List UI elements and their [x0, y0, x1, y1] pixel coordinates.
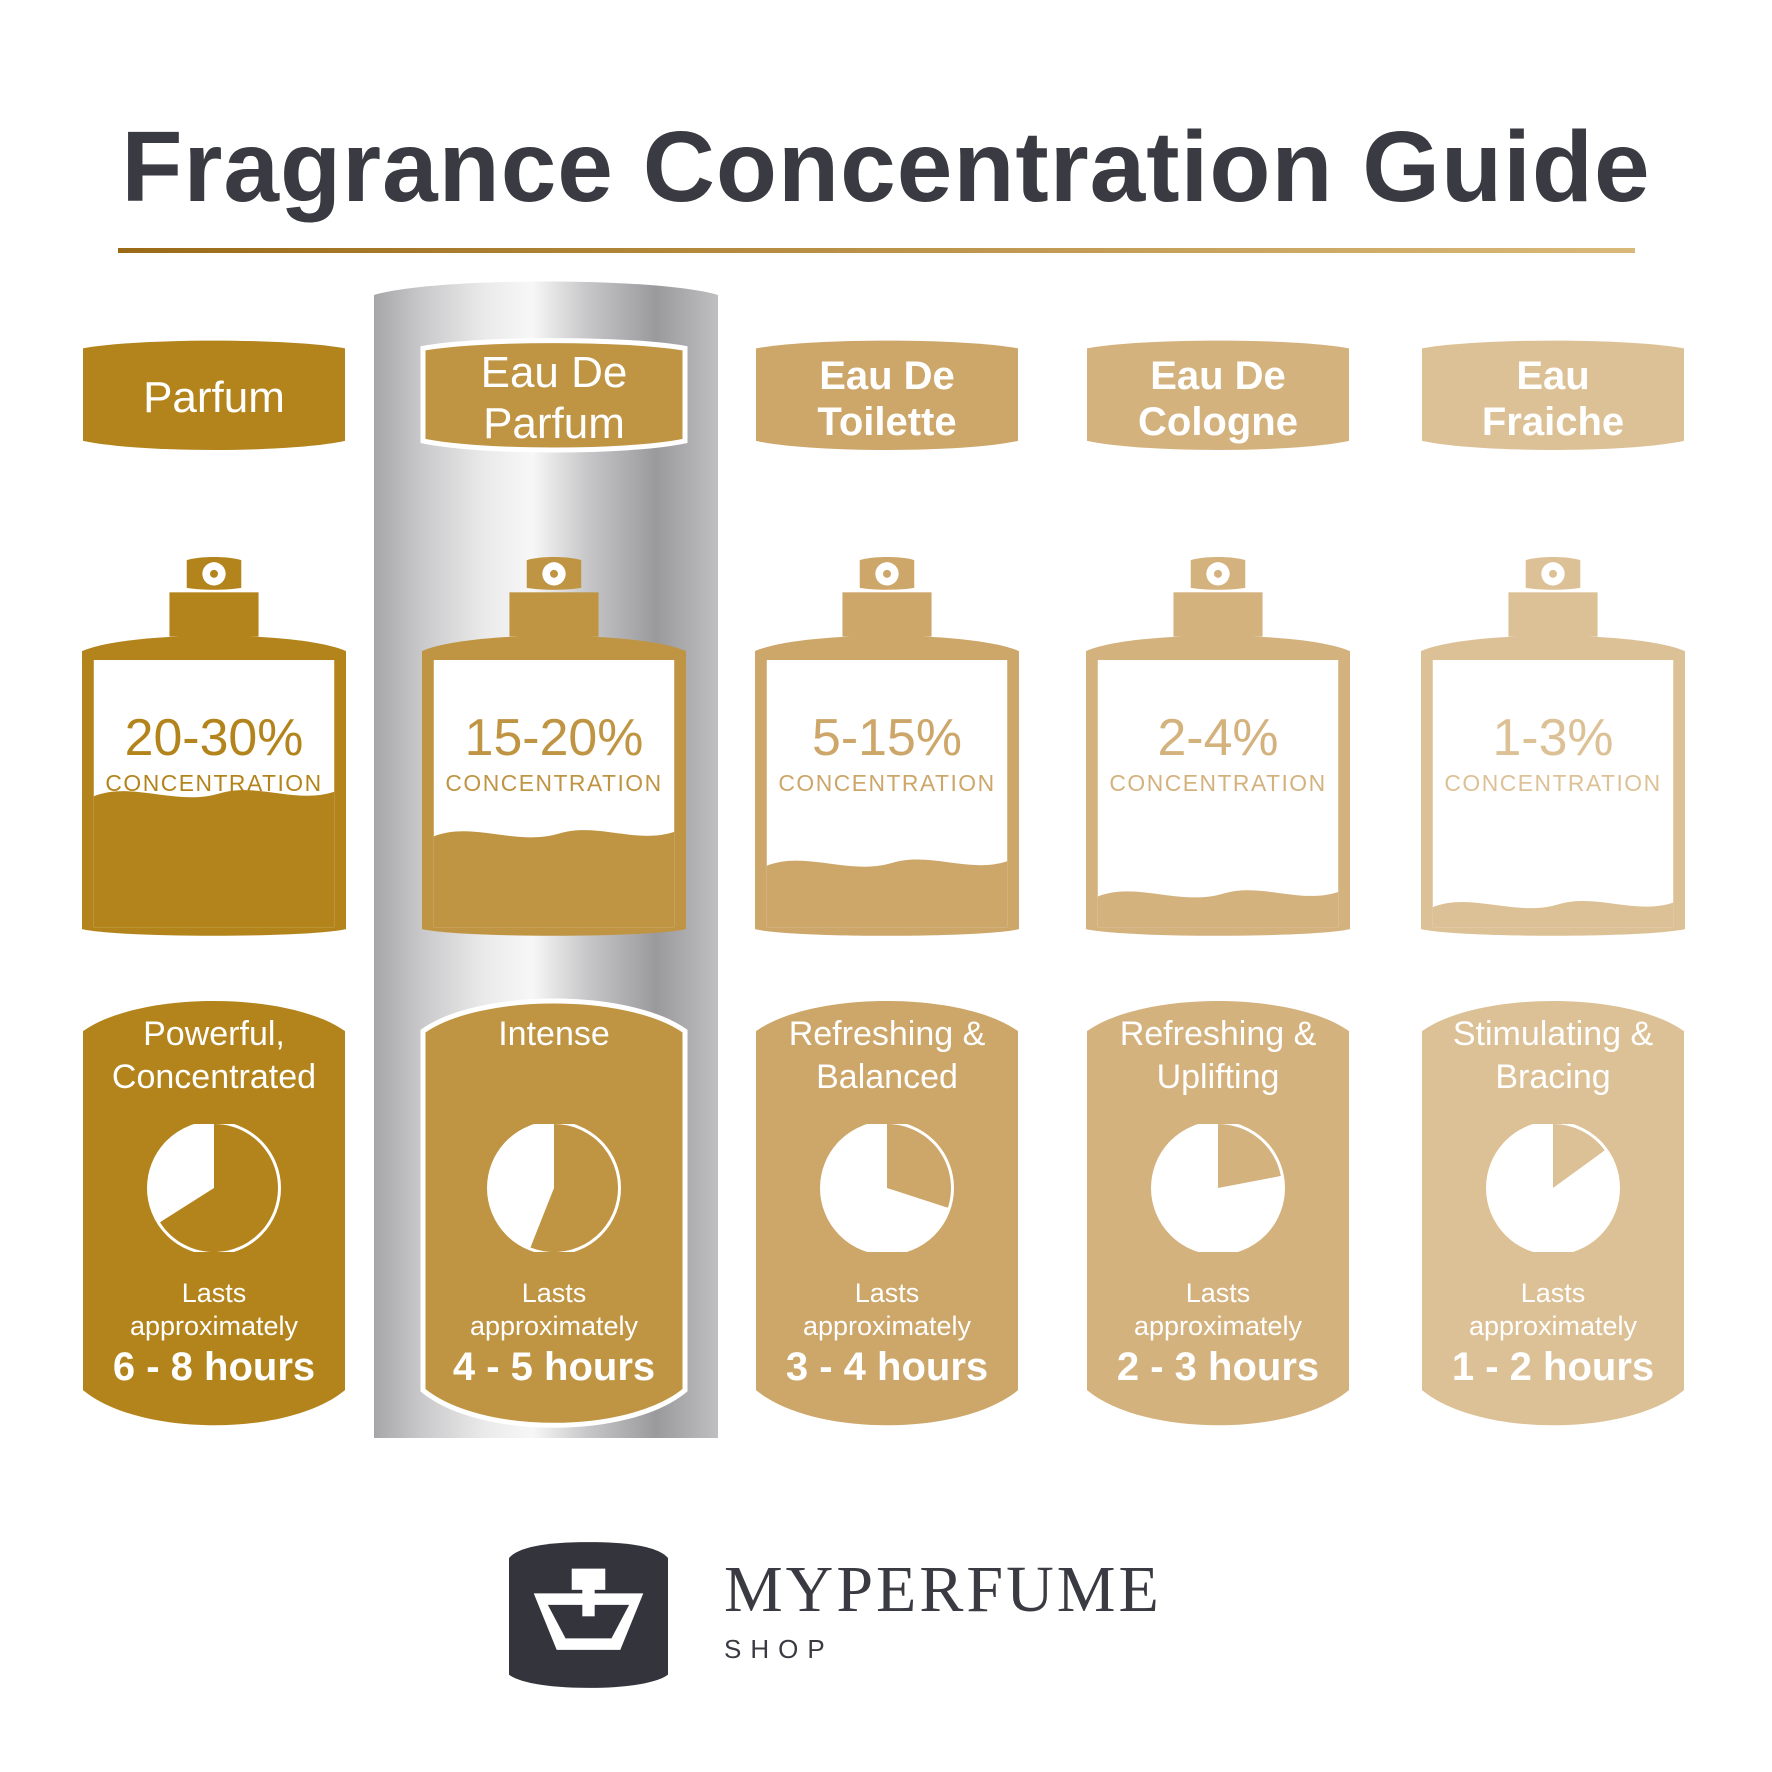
svg-text:CONCENTRATION: CONCENTRATION: [1109, 770, 1326, 796]
svg-text:15-20%: 15-20%: [465, 708, 644, 766]
svg-text:20-30%: 20-30%: [125, 708, 304, 766]
svg-text:2-4%: 2-4%: [1157, 708, 1278, 766]
svg-text:CONCENTRATION: CONCENTRATION: [778, 770, 995, 796]
svg-text:5-15%: 5-15%: [812, 708, 962, 766]
svg-text:CONCENTRATION: CONCENTRATION: [445, 770, 662, 796]
svg-text:CONCENTRATION: CONCENTRATION: [1444, 770, 1661, 796]
svg-text:1-3%: 1-3%: [1492, 708, 1613, 766]
svg-text:CONCENTRATION: CONCENTRATION: [105, 770, 322, 796]
